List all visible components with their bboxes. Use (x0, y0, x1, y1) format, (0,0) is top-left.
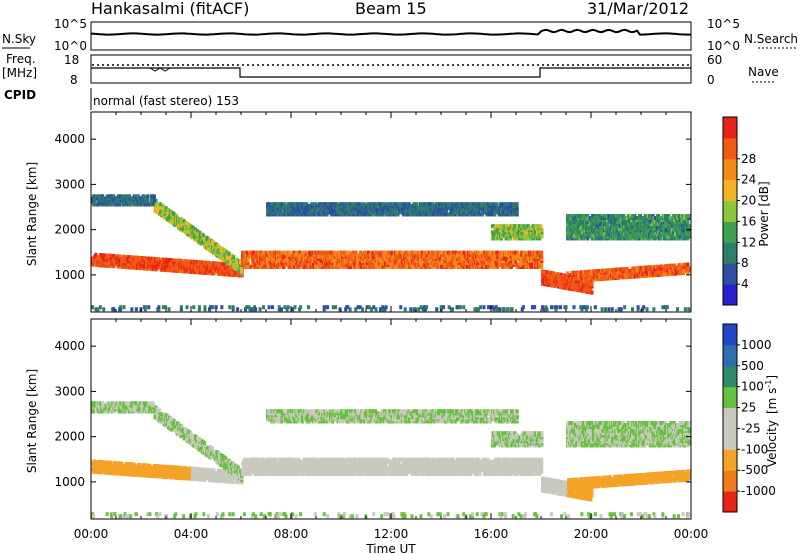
power-colorbar: 4 8 12 16 20 24 28 (722, 116, 756, 306)
colorbar-swatch (723, 158, 737, 181)
x-tick-labels: 00:00 04:00 08:00 12:00 16:00 20:00 00:00 (74, 527, 709, 541)
colorbar-tick-label: 500 (741, 359, 764, 373)
nsky-trace (90, 28, 691, 36)
colorbar-tick-label: 1000 (741, 338, 772, 352)
station-title: Hankasalmi (fitACF) (91, 0, 249, 18)
cpid-text: normal (fast stereo) 153 (93, 94, 239, 108)
colorbar-swatch (723, 263, 737, 285)
colorbar-tick-label: 4 (741, 277, 749, 291)
nsearch-tick-top: 10^5 (707, 17, 740, 31)
colorbar-swatch (723, 407, 737, 429)
nsky-panel: N.Sky 10^5 10^0 10^5 10^0 N.Search (2, 17, 798, 53)
colorbar-tick-label: 25 (741, 401, 756, 415)
freq-tick-bottom: 8 (70, 73, 78, 87)
power-colorbar-label: Power [dB] (757, 181, 771, 246)
colorbar-swatch (723, 200, 737, 222)
colorbar-swatch (723, 365, 737, 388)
colorbar-swatch (723, 284, 737, 306)
colorbar-tick-label: 100 (741, 380, 764, 394)
colorbar-swatch (723, 242, 737, 264)
colorbar-swatch (723, 344, 737, 367)
nave-tick-top: 60 (707, 53, 722, 67)
velocity-ylabel: Slant Range [km] (25, 369, 39, 473)
colorbar-tick-label: 28 (741, 152, 756, 166)
colorbar-swatch (723, 324, 737, 346)
colorbar-swatch (723, 428, 737, 450)
y-tick-label: 1000 (54, 475, 85, 489)
power-panel: 1000 2000 3000 4000 Slant Range [km] 4 8 12 16… (25, 111, 771, 313)
date-title: 31/Mar/2012 (587, 0, 689, 18)
y-tick-label: 4000 (54, 339, 85, 353)
cpid-panel: CPID normal (fast stereo) 153 (4, 88, 239, 110)
colorbar-tick-label: 8 (741, 256, 749, 270)
colorbar-swatch (723, 470, 737, 492)
x-tick-label: 04:00 (174, 527, 209, 541)
velocity-colorbar-title: Velocity (765, 420, 779, 467)
nsky-tick-top: 10^5 (54, 17, 87, 31)
y-tick-label: 2000 (54, 430, 85, 444)
freq-trace (91, 67, 691, 78)
colorbar-tick-label: -1000 (741, 484, 776, 498)
velocity-colorbar-unit-exp: -1 (764, 380, 773, 388)
colorbar-swatch (723, 137, 737, 160)
freq-label-1: Freq. (6, 52, 36, 66)
colorbar-swatch (723, 491, 737, 513)
nave-dip (149, 67, 171, 72)
y-tick-label: 3000 (54, 384, 85, 398)
colorbar-tick-label: 16 (741, 214, 756, 228)
freq-tick-top: 18 (64, 53, 79, 67)
nave-label: Nave (748, 65, 779, 79)
power-data (91, 194, 691, 312)
freq-label-2: [MHz] (2, 66, 37, 80)
nsky-label: N.Sky (2, 32, 36, 46)
velocity-colorbar-label: Velocity [m s-1] (764, 375, 779, 467)
power-y-ticks: 1000 2000 3000 4000 (54, 132, 691, 282)
velocity-colorbar-unit: [m s (765, 388, 779, 414)
colorbar-tick-label: 20 (741, 194, 756, 208)
colorbar-swatch (723, 449, 737, 471)
freq-panel: Freq. [MHz] 18 8 60 0 Nave (2, 52, 779, 87)
power-x-ticks (90, 112, 692, 312)
x-tick-label: 12:00 (374, 527, 409, 541)
x-tick-label: 08:00 (274, 527, 309, 541)
y-tick-label: 3000 (54, 177, 85, 191)
colorbar-swatch (723, 386, 737, 409)
velocity-colorbar: 1000 500 100 25 -25 -100 -500 -1000 (722, 323, 776, 513)
x-tick-label: 20:00 (574, 527, 609, 541)
x-tick-label: 00:00 (674, 527, 709, 541)
power-ylabel: Slant Range [km] (25, 162, 39, 266)
colorbar-tick-label: -25 (741, 421, 761, 435)
x-axis-label: Time UT (365, 542, 416, 554)
velocity-y-ticks: 1000 2000 3000 4000 (54, 339, 691, 489)
x-tick-label: 00:00 (74, 527, 109, 541)
velocity-x-ticks (90, 319, 692, 519)
velocity-data (91, 401, 691, 519)
y-tick-label: 4000 (54, 132, 85, 146)
colorbar-swatch (723, 221, 737, 243)
nsearch-label: N.Search (744, 32, 798, 46)
cpid-label: CPID (4, 88, 36, 102)
colorbar-tick-label: 12 (741, 235, 756, 249)
colorbar-swatch (723, 179, 737, 202)
nsearch-tick-bottom: 10^0 (707, 39, 740, 53)
colorbar-tick-label: 24 (741, 173, 756, 187)
velocity-colorbar-unit-end: ] (765, 375, 779, 380)
nave-tick-bottom: 0 (707, 73, 715, 87)
x-tick-label: 16:00 (474, 527, 509, 541)
colorbar-swatch (723, 117, 737, 139)
colorbar-tick-label: -100 (741, 442, 768, 456)
nsky-tick-bottom: 10^0 (54, 39, 87, 53)
colorbar-tick-label: -500 (741, 463, 768, 477)
y-tick-label: 2000 (54, 223, 85, 237)
velocity-panel: 1000 2000 3000 4000 Slant Range [km] 1000 50… (25, 318, 779, 520)
y-tick-label: 1000 (54, 268, 85, 282)
beam-title: Beam 15 (355, 0, 427, 18)
